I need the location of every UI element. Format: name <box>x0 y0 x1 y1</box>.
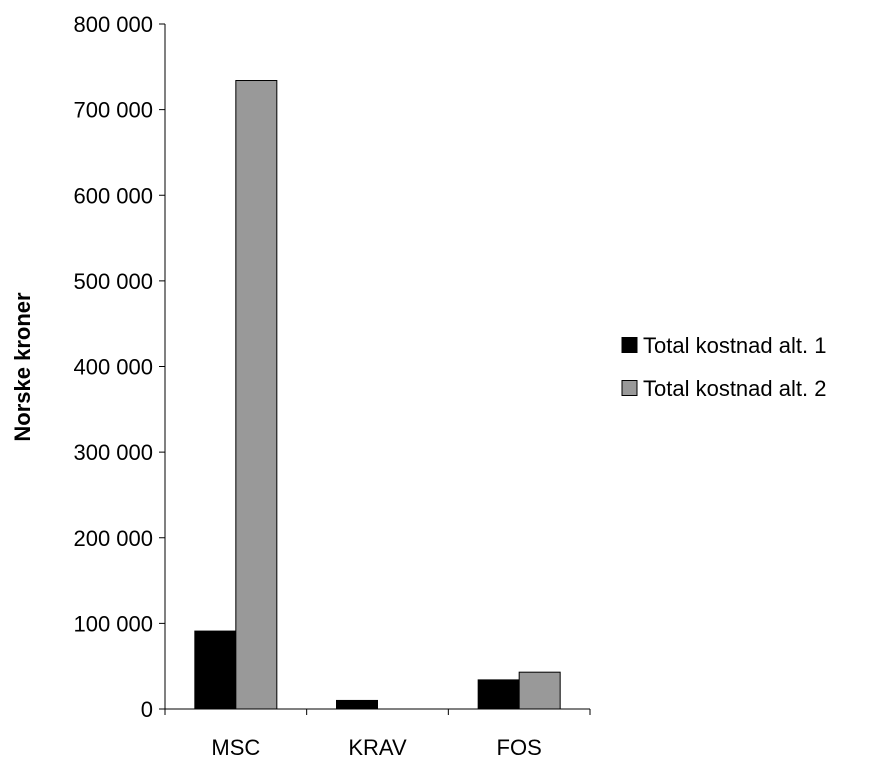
legend-label: Total kostnad alt. 1 <box>643 333 826 358</box>
y-tick-label: 100 000 <box>73 611 153 636</box>
legend: Total kostnad alt. 1 Total kostnad alt. 2 <box>621 333 826 401</box>
y-tick-label: 800 000 <box>73 12 153 37</box>
y-tick-label: 0 <box>141 697 153 722</box>
y-axis-ticks: 0 100 000 200 000 300 000 400 000 500 000 600 … <box>73 12 165 722</box>
x-axis-ticks: MSC KRAV FOS <box>164 709 591 758</box>
y-tick-label: 700 000 <box>73 98 153 123</box>
bar-msc-series-2 <box>235 80 278 710</box>
y-tick-label: 600 000 <box>73 183 153 208</box>
y-tick-label: 500 000 <box>73 269 153 294</box>
bars <box>194 80 561 710</box>
y-axis-title: Norske kroner <box>10 292 35 442</box>
y-tick-label: 400 000 <box>73 355 153 380</box>
legend-swatch <box>621 380 638 396</box>
bar-krav-series-1 <box>336 699 378 710</box>
x-tick-label: FOS <box>497 735 542 758</box>
x-tick-label: MSC <box>211 735 260 758</box>
bar-msc-series-1 <box>194 630 237 710</box>
legend-label: Total kostnad alt. 2 <box>643 376 826 401</box>
y-tick-label: 300 000 <box>73 440 153 465</box>
y-tick-label: 200 000 <box>73 526 153 551</box>
legend-swatch <box>621 337 638 353</box>
bar-fos-series-1 <box>477 679 520 710</box>
x-tick-label: KRAV <box>348 735 407 758</box>
bar-fos-series-2 <box>518 671 561 710</box>
